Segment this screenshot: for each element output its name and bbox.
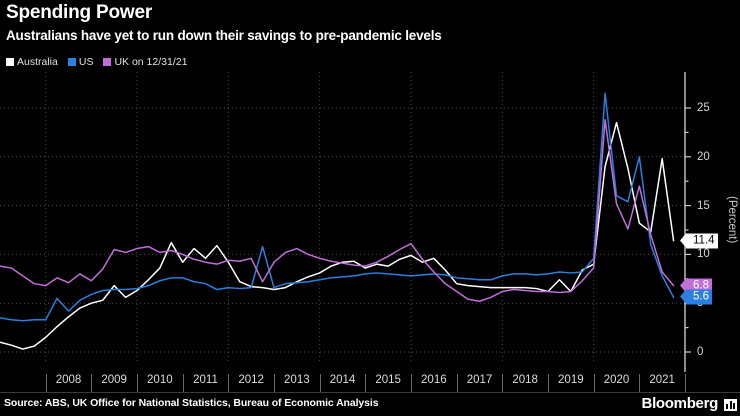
source-note: Source: ABS, UK Office for National Stat…	[4, 397, 379, 409]
x-axis-tick-label: 2011	[193, 374, 218, 386]
x-axis-tick-label: 2013	[284, 374, 310, 386]
x-axis-tick-label: 2016	[421, 374, 447, 386]
value-badge-us: 5.6	[680, 289, 712, 305]
legend-item-us[interactable]: US	[67, 56, 94, 68]
chart-legend: Australia US UK on 12/31/21	[6, 56, 187, 68]
value-badge-australia: 11.4	[680, 233, 718, 249]
x-axis-tick-label: 2019	[558, 374, 584, 386]
y-axis-tick-label: 25	[697, 102, 710, 114]
y-axis-tick-label: 20	[697, 150, 710, 163]
x-axis-tick-divider	[502, 374, 504, 392]
legend-swatch-icon	[67, 58, 76, 66]
y-axis-title: (Percent)	[726, 196, 738, 244]
x-axis-tick-label: 2014	[329, 374, 356, 386]
chart-title: Spending Power	[6, 2, 153, 23]
y-axis-tick-label: 10	[697, 248, 710, 261]
x-axis-tick-divider	[274, 374, 275, 392]
legend-item-australia[interactable]: Australia	[6, 56, 58, 68]
x-axis-tick-label: 2017	[466, 374, 493, 386]
y-axis-tick-label: 0	[697, 346, 704, 358]
x-axis-tick-divider	[45, 374, 47, 392]
x-axis-tick-divider	[228, 374, 230, 392]
value-badge-uk: 6.8	[680, 278, 712, 294]
x-axis-tick-label: 2010	[147, 374, 173, 386]
series-line-australia	[0, 121, 675, 350]
x-axis-tick-divider	[548, 374, 549, 392]
x-axis-tick-divider	[593, 374, 595, 392]
chart-subtitle: Australians have yet to run down their s…	[6, 28, 442, 43]
x-axis-tick-label: 2021	[649, 374, 675, 386]
x-axis-tick-label: 2012	[238, 374, 264, 386]
badge-pointer-icon	[680, 278, 686, 293]
x-axis-tick-divider	[411, 374, 412, 392]
x-axis-tick-label: 2018	[512, 374, 538, 386]
x-axis-tick-divider	[365, 374, 367, 392]
x-axis-tick-label: 2020	[603, 374, 630, 386]
badge-pointer-icon	[680, 289, 686, 304]
x-axis-tick-divider	[685, 374, 686, 392]
x-axis-tick-divider	[639, 374, 641, 392]
x-axis-tick-divider	[91, 374, 93, 392]
legend-swatch-icon	[103, 58, 112, 66]
legend-item-uk[interactable]: UK on 12/31/21	[103, 56, 187, 68]
x-axis-tick-divider	[456, 374, 458, 392]
x-axis-tick-divider	[319, 374, 321, 392]
footer-divider	[0, 392, 740, 393]
legend-label: Australia	[17, 56, 58, 68]
plot-svg	[0, 72, 691, 372]
badge-pointer-icon	[680, 233, 686, 248]
bloomberg-wordmark: Bloomberg	[641, 395, 719, 412]
x-axis-tick-divider	[182, 374, 184, 392]
x-axis-tick-divider	[137, 374, 138, 392]
x-axis-tick-label: 2009	[101, 374, 127, 386]
legend-label: US	[78, 56, 94, 68]
series-line-uk	[0, 118, 675, 302]
y-axis-tick-label: 15	[697, 199, 710, 212]
x-axis-labels: 2008 2009 2010 2011 2012 2013 2014 2015 2016 2017…	[0, 374, 740, 394]
plot-area	[0, 72, 740, 372]
bar-chart-icon	[724, 399, 737, 411]
series-line-us	[0, 92, 675, 322]
legend-label: UK on 12/31/21	[114, 56, 188, 68]
x-axis-tick-label: 2008	[55, 374, 82, 386]
x-axis-tick-label: 2015	[375, 374, 401, 386]
legend-swatch-icon	[6, 58, 14, 66]
